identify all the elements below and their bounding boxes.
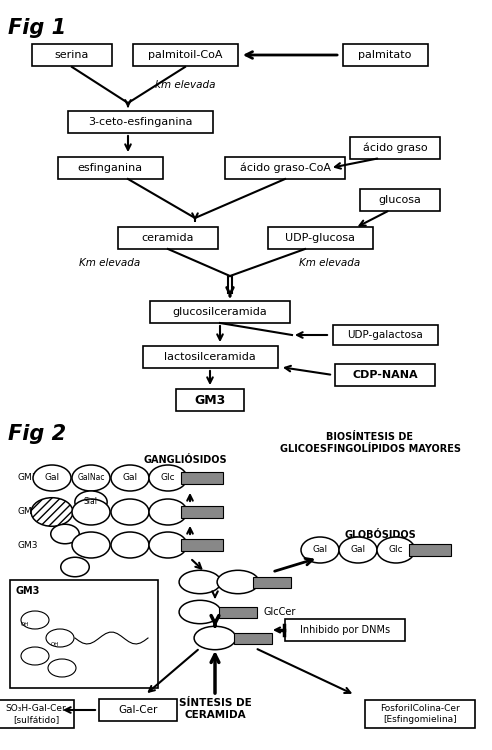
Ellipse shape: [51, 524, 79, 544]
Text: Gal: Gal: [44, 473, 60, 482]
Text: GM3: GM3: [194, 394, 226, 406]
Text: OH: OH: [21, 622, 29, 628]
Ellipse shape: [31, 498, 73, 526]
Bar: [58, 157, 162, 179]
Text: Gal: Gal: [350, 545, 366, 554]
Bar: [335, 364, 435, 386]
Ellipse shape: [72, 532, 110, 558]
Text: Gal: Gal: [123, 473, 138, 482]
Text: GANGLIÓSIDOS: GANGLIÓSIDOS: [143, 455, 227, 465]
Bar: [10, 580, 158, 688]
Text: km elevada: km elevada: [155, 80, 215, 90]
Text: Glc: Glc: [161, 473, 175, 482]
Bar: [181, 539, 223, 551]
Ellipse shape: [339, 537, 377, 563]
Text: CDP-NANA: CDP-NANA: [352, 370, 418, 380]
Ellipse shape: [48, 659, 76, 677]
Text: ceramida: ceramida: [142, 233, 194, 243]
Ellipse shape: [111, 465, 149, 491]
Ellipse shape: [75, 491, 107, 513]
Bar: [268, 227, 372, 249]
Bar: [253, 577, 291, 587]
Ellipse shape: [61, 557, 89, 577]
Bar: [32, 44, 112, 66]
Text: glucosa: glucosa: [378, 195, 422, 205]
Ellipse shape: [179, 570, 221, 594]
Bar: [181, 506, 223, 518]
Bar: [118, 227, 218, 249]
Bar: [132, 44, 238, 66]
Text: GM3: GM3: [18, 541, 38, 550]
Text: GM3: GM3: [15, 586, 39, 596]
Ellipse shape: [72, 465, 110, 491]
Bar: [181, 472, 223, 484]
Text: UDP-galactosa: UDP-galactosa: [347, 330, 423, 340]
Text: Inhibido por DNMs: Inhibido por DNMs: [300, 625, 390, 635]
Text: FosforilColina-Cer
[Esfingomielina]: FosforilColina-Cer [Esfingomielina]: [380, 704, 460, 724]
Bar: [365, 700, 475, 728]
Bar: [99, 699, 177, 721]
Bar: [219, 607, 257, 617]
Bar: [176, 389, 244, 411]
Text: glucosilceramida: glucosilceramida: [173, 307, 267, 317]
Ellipse shape: [21, 611, 49, 629]
Bar: [350, 137, 440, 159]
Bar: [150, 301, 290, 323]
Text: OH: OH: [51, 643, 59, 647]
Bar: [285, 619, 405, 641]
Text: GlcCer: GlcCer: [263, 607, 295, 617]
Ellipse shape: [194, 626, 236, 650]
Text: GM2: GM2: [18, 508, 38, 517]
Ellipse shape: [21, 647, 49, 665]
Text: SÍNTESIS DE
CERAMIDA: SÍNTESIS DE CERAMIDA: [179, 698, 251, 721]
Text: Sial: Sial: [84, 497, 98, 506]
Text: Fig 1: Fig 1: [8, 18, 66, 38]
Text: esfinganina: esfinganina: [77, 163, 143, 173]
Text: Km elevada: Km elevada: [299, 258, 361, 268]
Ellipse shape: [46, 629, 74, 647]
Ellipse shape: [149, 499, 187, 525]
Bar: [234, 632, 272, 644]
Text: SO₃H-Gal-Cer
[sulfátido]: SO₃H-Gal-Cer [sulfátido]: [5, 704, 66, 724]
Text: Km elevada: Km elevada: [79, 258, 141, 268]
Bar: [333, 325, 437, 345]
Ellipse shape: [217, 570, 259, 594]
Text: GLOBÓSIDOS: GLOBÓSIDOS: [344, 530, 416, 540]
Text: Fig 2: Fig 2: [8, 424, 66, 444]
Text: lactosilceramida: lactosilceramida: [164, 352, 256, 362]
Text: Glc: Glc: [389, 545, 403, 554]
Ellipse shape: [301, 537, 339, 563]
Text: Gal-Cer: Gal-Cer: [118, 705, 158, 715]
Bar: [409, 544, 451, 556]
Text: GM1: GM1: [18, 473, 38, 482]
Bar: [342, 44, 428, 66]
Bar: [360, 189, 440, 211]
Text: ácido graso: ácido graso: [363, 142, 428, 153]
Text: palmitoil-CoA: palmitoil-CoA: [148, 50, 222, 60]
Ellipse shape: [111, 532, 149, 558]
Text: ácido graso-CoA: ácido graso-CoA: [240, 163, 331, 173]
Text: 3-ceto-esfinganina: 3-ceto-esfinganina: [88, 117, 192, 127]
Text: BIOSÍNTESIS DE
GLICOESFINGOLÍPIDOS MAYORES: BIOSÍNTESIS DE GLICOESFINGOLÍPIDOS MAYOR…: [279, 432, 461, 454]
Ellipse shape: [72, 499, 110, 525]
Ellipse shape: [149, 532, 187, 558]
Ellipse shape: [149, 465, 187, 491]
Text: serina: serina: [55, 50, 89, 60]
Ellipse shape: [111, 499, 149, 525]
Ellipse shape: [179, 600, 221, 624]
Ellipse shape: [33, 465, 71, 491]
Bar: [67, 111, 213, 133]
Bar: [225, 157, 345, 179]
Text: Gal: Gal: [312, 545, 328, 554]
Text: GalNac: GalNac: [77, 473, 105, 482]
Text: UDP-glucosa: UDP-glucosa: [285, 233, 355, 243]
Bar: [0, 700, 73, 728]
Ellipse shape: [377, 537, 415, 563]
Bar: [143, 346, 277, 368]
Text: palmitato: palmitato: [358, 50, 412, 60]
